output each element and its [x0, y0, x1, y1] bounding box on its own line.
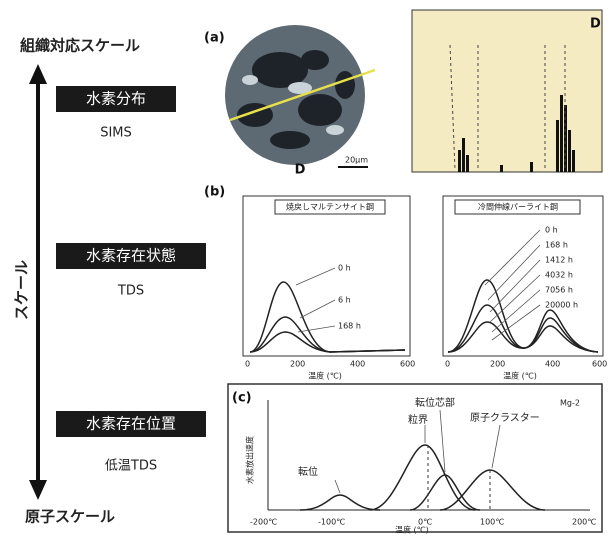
sample-label: Mg-2 [560, 399, 580, 408]
method-title: 水素分布 [86, 90, 146, 108]
series-label: 168 h [545, 241, 568, 250]
panel-label: (b) [204, 185, 225, 200]
x-tick-label: 200℃ [572, 518, 596, 527]
x-axis-label: 温度 (℃) [308, 371, 342, 381]
x-tick-label: -100℃ [318, 518, 345, 527]
plot-title: 焼戻しマルテンサイト鋼 [286, 202, 374, 212]
plot-title: 冷間伸線パーライト鋼 [478, 202, 558, 212]
tds-curve [250, 282, 405, 352]
x-tick-label: 200 [490, 360, 505, 369]
scale-axis-label: スケール [13, 260, 31, 320]
series-label: 6 h [338, 296, 351, 305]
peak-curve [300, 495, 380, 510]
panel-label: (c) [232, 391, 252, 406]
x-tick-label: 600 [400, 360, 415, 369]
top-scale-label: 組織対応スケール [20, 37, 140, 55]
y-axis-label: 水素放出速度 [245, 436, 255, 484]
bottom-scale-label: 原子スケール [25, 508, 115, 526]
x-tick-label: 400 [350, 360, 365, 369]
method-technique: TDS [117, 284, 144, 299]
tds-curve [448, 322, 598, 352]
x-tick-label: 600 [592, 360, 607, 369]
x-tick-label: 0 [245, 360, 250, 369]
peak-curve [410, 475, 480, 510]
x-axis-label: 温度 (℃) [395, 525, 429, 535]
arrow-head-up [29, 64, 47, 84]
x-tick-label: 200 [290, 360, 305, 369]
peak-curve [440, 470, 545, 510]
profile-end-label: D [295, 163, 306, 178]
figure-canvas: 組織対応スケール スケール 原子スケール 水素分布 SIMS 水素存在状態 TD… [0, 0, 613, 551]
method-title: 水素存在状態 [86, 247, 176, 265]
series-label: 7056 h [545, 286, 573, 295]
x-tick-label: 100℃ [480, 518, 504, 527]
method-technique: 低温TDS [105, 459, 157, 474]
profile-plot [412, 10, 602, 172]
series-label: 1412 h [545, 256, 573, 265]
peak-label: 原子クラスター [470, 412, 540, 424]
scale-bar-label: 20μm [345, 156, 368, 165]
x-tick-label: 400 [545, 360, 560, 369]
method-technique: SIMS [100, 126, 132, 141]
peak-label: 粒界 [408, 413, 428, 426]
panel-label: (a) [204, 31, 225, 46]
series-label: 168 h [338, 322, 361, 331]
x-tick-label: 0 [445, 360, 450, 369]
peak-label: 転位芯部 [415, 396, 455, 409]
peak-label: 転位 [298, 465, 318, 478]
peak-curve [370, 445, 475, 510]
profile-end-label: D [590, 17, 601, 32]
series-label: 4032 h [545, 271, 573, 280]
leader-lines [296, 268, 335, 332]
series-label: 0 h [545, 226, 558, 235]
tds-curve [250, 317, 405, 352]
tds-plot-right [443, 196, 603, 356]
tds-curve [250, 332, 405, 352]
series-label: 20000 h [545, 301, 578, 310]
figure: 組織対応スケール スケール 原子スケール 水素分布 SIMS 水素存在状態 TD… [0, 0, 613, 551]
x-tick-label: -200℃ [250, 518, 277, 527]
arrow-head-down [29, 480, 47, 500]
x-axis-label: 温度 (℃) [503, 371, 537, 381]
method-title: 水素存在位置 [86, 415, 176, 433]
tds-plot-left [243, 196, 410, 356]
series-label: 0 h [338, 264, 351, 273]
